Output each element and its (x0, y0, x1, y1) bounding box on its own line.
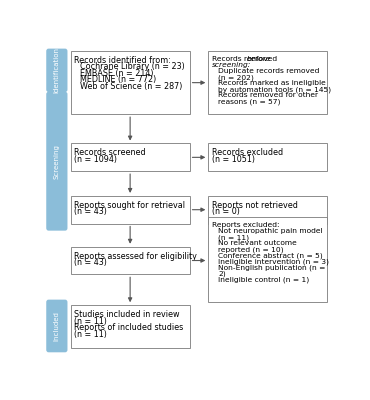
Text: (n = 202): (n = 202) (218, 74, 254, 80)
FancyBboxPatch shape (46, 92, 67, 231)
Text: (n = 0): (n = 0) (212, 207, 240, 216)
Text: MEDLINE (n = 772): MEDLINE (n = 772) (80, 76, 157, 84)
Text: Reports assessed for eligibility: Reports assessed for eligibility (74, 252, 197, 260)
Text: (n = 43): (n = 43) (74, 258, 107, 267)
Text: Included: Included (54, 311, 60, 341)
Text: (n = 1051): (n = 1051) (212, 155, 255, 164)
Text: (n = 43): (n = 43) (74, 207, 107, 216)
Text: Studies included in review: Studies included in review (74, 310, 179, 319)
Text: 2): 2) (218, 270, 226, 277)
Text: Conference abstract (n = 5): Conference abstract (n = 5) (218, 252, 323, 259)
FancyBboxPatch shape (71, 247, 190, 274)
FancyBboxPatch shape (71, 144, 190, 171)
Text: before: before (246, 56, 271, 62)
Text: Reports of included studies: Reports of included studies (74, 323, 183, 332)
Text: reasons (n = 57): reasons (n = 57) (218, 98, 280, 105)
Text: Records excluded: Records excluded (212, 148, 283, 158)
Text: Records removed for other: Records removed for other (218, 92, 318, 98)
Text: (n = 11): (n = 11) (218, 234, 249, 241)
Text: Records removed: Records removed (212, 56, 279, 62)
FancyBboxPatch shape (208, 218, 327, 302)
Text: screening:: screening: (212, 62, 251, 68)
FancyBboxPatch shape (46, 300, 67, 352)
Text: Records identified from:: Records identified from: (74, 56, 171, 65)
Text: (n = 11): (n = 11) (74, 316, 107, 326)
Text: Non-English publication (n =: Non-English publication (n = (218, 264, 325, 271)
Text: Records screened: Records screened (74, 148, 146, 158)
Text: (n = 1094): (n = 1094) (74, 155, 117, 164)
FancyBboxPatch shape (208, 144, 327, 171)
Text: Not neuropathic pain model: Not neuropathic pain model (218, 228, 323, 234)
FancyBboxPatch shape (208, 196, 327, 224)
FancyBboxPatch shape (71, 196, 190, 224)
Text: Reports not retrieved: Reports not retrieved (212, 201, 297, 210)
Text: Web of Science (n = 287): Web of Science (n = 287) (80, 82, 183, 91)
Text: Reports sought for retrieval: Reports sought for retrieval (74, 201, 185, 210)
Text: Identification: Identification (54, 47, 60, 93)
Text: Ineligible control (n = 1): Ineligible control (n = 1) (218, 276, 309, 283)
Text: Ineligible intervention (n = 3): Ineligible intervention (n = 3) (218, 258, 329, 265)
Text: Cochrane Library (n = 23): Cochrane Library (n = 23) (80, 62, 185, 72)
Text: EMBASE (n = 214): EMBASE (n = 214) (80, 69, 154, 78)
Text: Screening: Screening (54, 144, 60, 179)
Text: (n = 11): (n = 11) (74, 330, 107, 338)
Text: Reports excluded:: Reports excluded: (212, 222, 279, 228)
Text: Duplicate records removed: Duplicate records removed (218, 68, 319, 74)
Text: by automation tools (n = 145): by automation tools (n = 145) (218, 86, 331, 93)
Text: reported (n = 10): reported (n = 10) (218, 246, 284, 253)
Text: No relevant outcome: No relevant outcome (218, 240, 297, 246)
FancyBboxPatch shape (46, 49, 67, 92)
FancyBboxPatch shape (208, 51, 327, 114)
Text: Records marked as ineligible: Records marked as ineligible (218, 80, 326, 86)
FancyBboxPatch shape (71, 305, 190, 348)
FancyBboxPatch shape (71, 51, 190, 114)
